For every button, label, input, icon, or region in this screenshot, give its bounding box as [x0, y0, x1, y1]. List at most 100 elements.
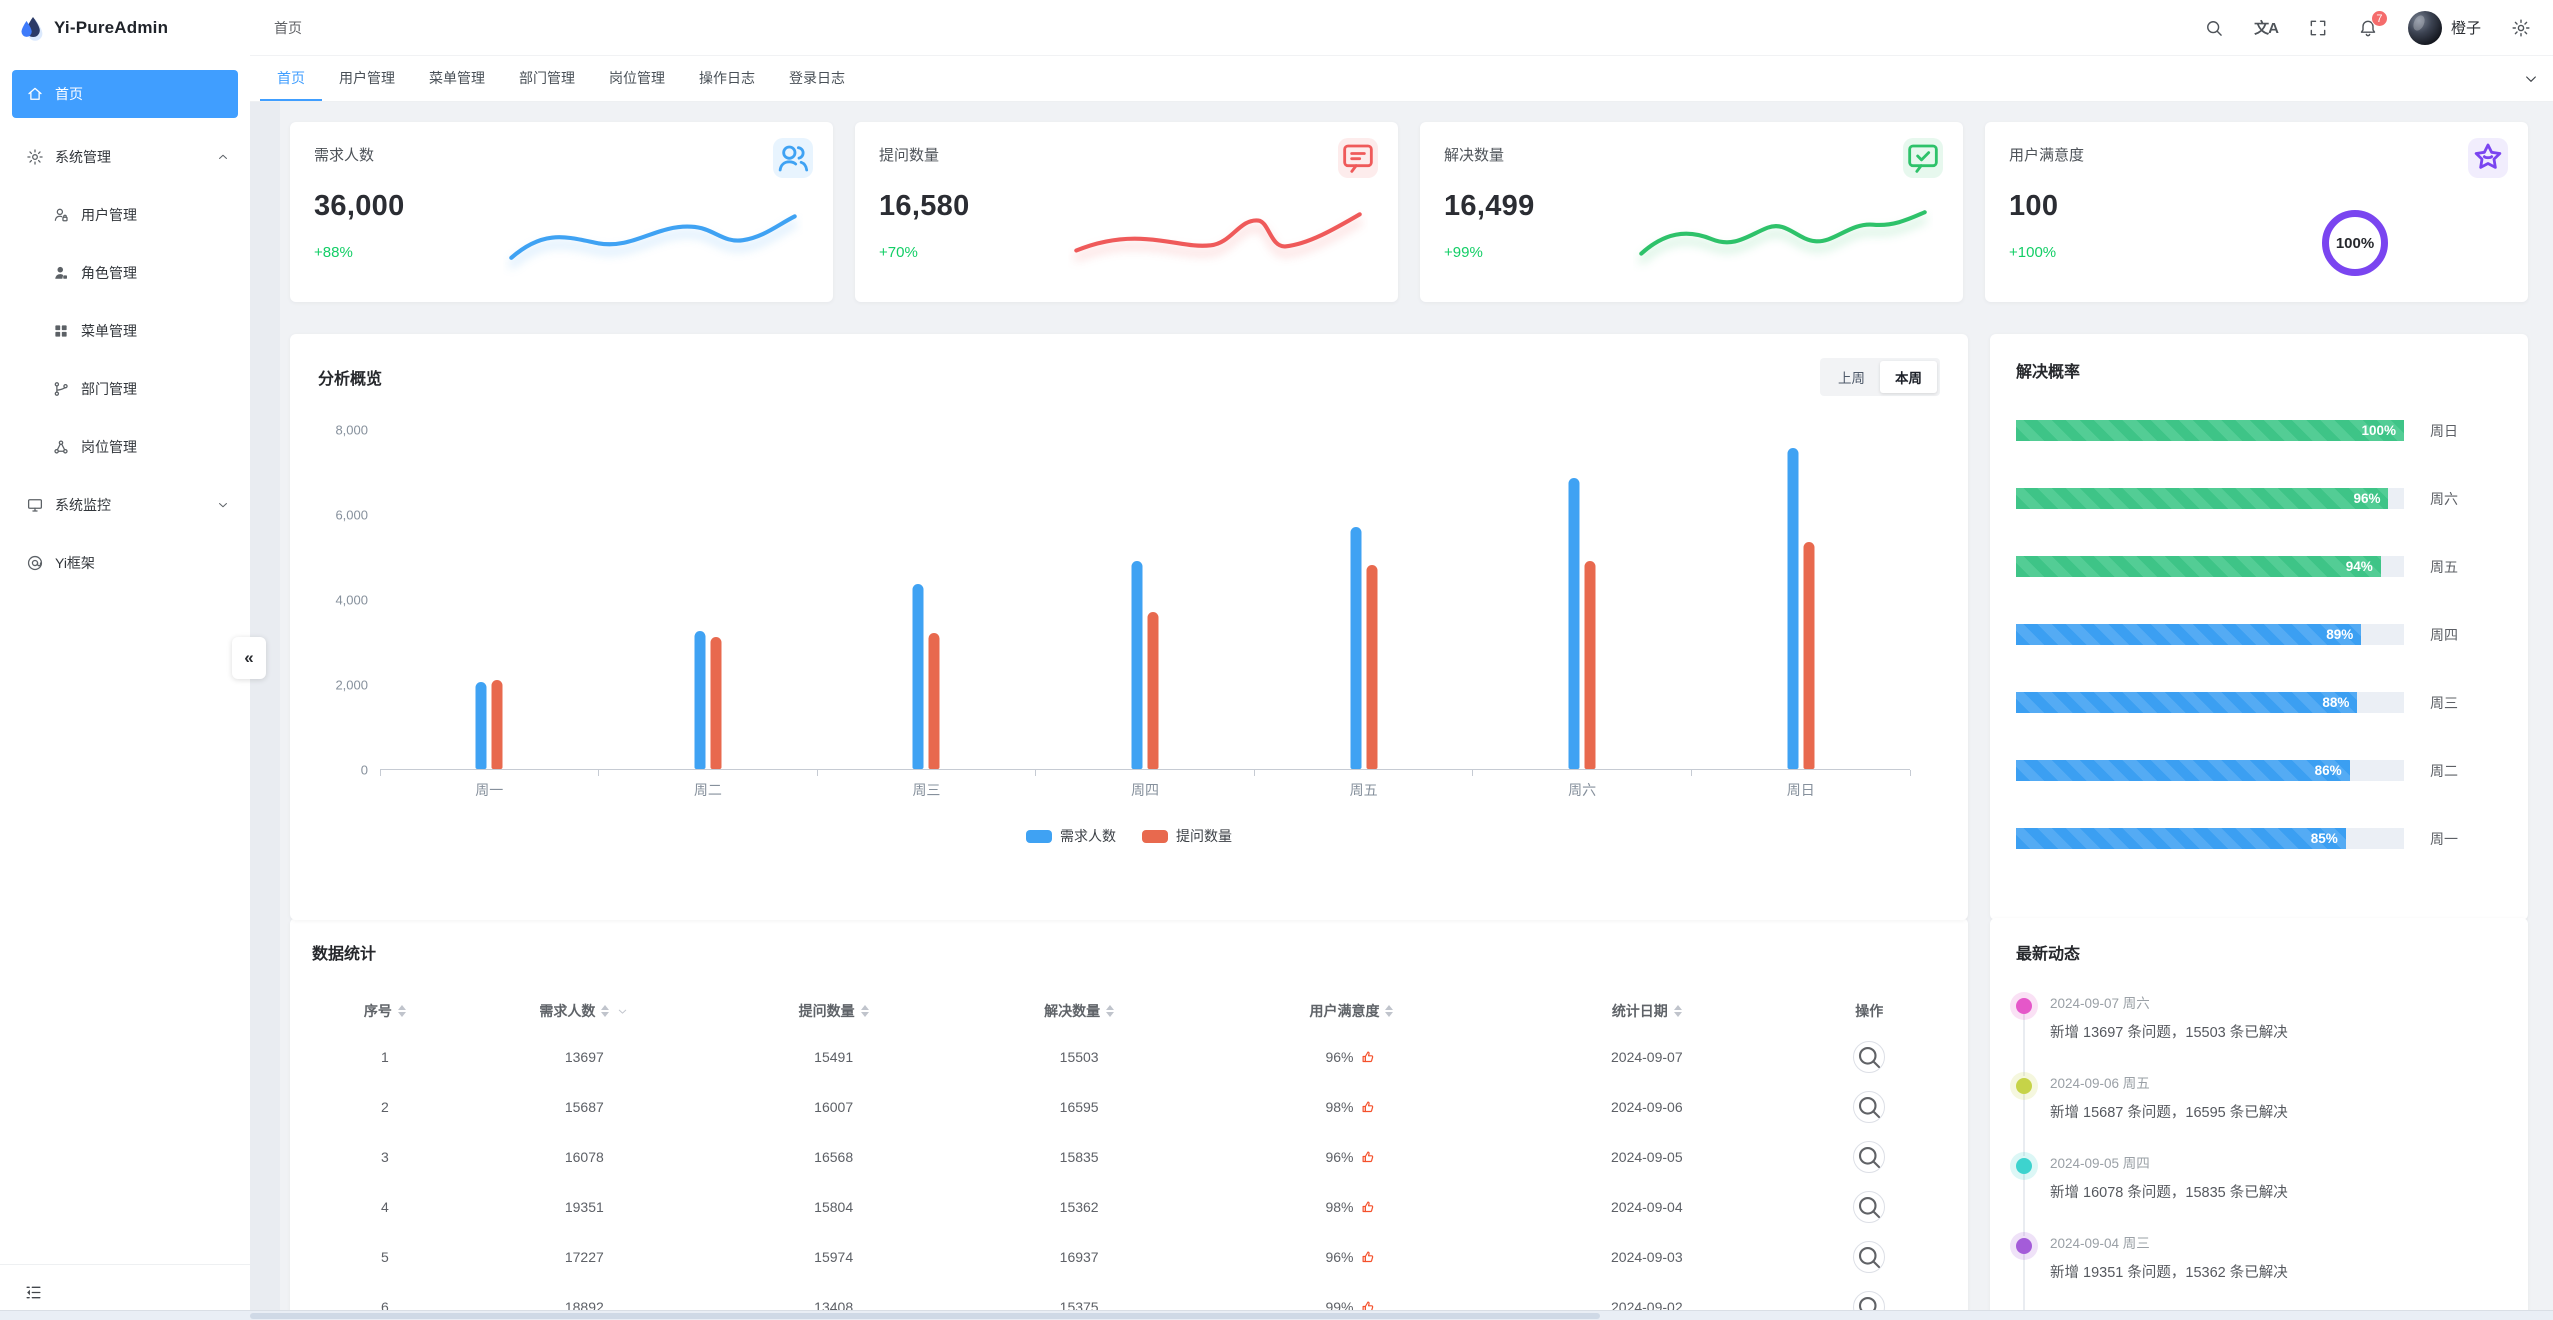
cell-satisfaction: 98% [1202, 1199, 1501, 1216]
column-header-0[interactable]: 序号 [312, 1001, 458, 1021]
progress-fill: 94% [2016, 556, 2381, 577]
stat-card-1: 提问数量 16,580 +70% [855, 122, 1398, 302]
sort-carets-icon[interactable] [1673, 1005, 1682, 1017]
sidebar-item-3[interactable]: 角色管理 [0, 244, 250, 302]
column-label: 序号 [363, 1003, 392, 1019]
timeline-item: 2024-09-06 周五 新增 15687 条问题，16595 条已解决 [2016, 1072, 2502, 1156]
tab-6[interactable]: 登录日志 [789, 69, 845, 86]
sidebar-item-8[interactable]: Yi框架 [0, 534, 250, 592]
sidebar-item-1[interactable]: 系统管理 [0, 128, 250, 186]
notification-bell-icon[interactable]: 7 [2358, 9, 2388, 38]
bar-提问数量[interactable] [1147, 612, 1159, 769]
sidebar-item-6[interactable]: 岗位管理 [0, 418, 250, 476]
tab-5[interactable]: 操作日志 [699, 69, 755, 86]
tab-3[interactable]: 部门管理 [519, 69, 575, 86]
column-header-2[interactable]: 提问数量 [711, 1001, 956, 1021]
stat-card-title: 需求人数 [314, 147, 375, 164]
horizontal-scrollbar[interactable] [0, 1310, 2553, 1320]
tab-0[interactable]: 首页 [260, 56, 322, 101]
timeline-date: 2024-09-06 周五 [2050, 1076, 2150, 1091]
sort-carets-icon[interactable] [397, 1005, 406, 1017]
week-toggle: 上周 本周 [1820, 358, 1940, 396]
progress-day-label: 周六 [2430, 490, 2458, 507]
view-detail-button[interactable] [1853, 1091, 1886, 1123]
bar-提问数量[interactable] [1584, 561, 1596, 769]
view-detail-button[interactable] [1853, 1141, 1886, 1173]
bar-需求人数[interactable] [1568, 478, 1580, 769]
view-detail-button[interactable] [1853, 1041, 1886, 1073]
column-header-5[interactable]: 统计日期 [1501, 1001, 1793, 1021]
cell-operation [1793, 1091, 1946, 1123]
sort-carets-icon[interactable] [860, 1005, 869, 1017]
sidebar-item-7[interactable]: 系统监控 [0, 476, 250, 534]
fullscreen-icon[interactable] [2308, 18, 2328, 38]
progress-day-label: 周五 [2430, 558, 2458, 575]
tab-2[interactable]: 菜单管理 [429, 69, 485, 86]
tab-more-chevron-icon[interactable] [2523, 56, 2539, 101]
legend-item-提问数量[interactable]: 提问数量 [1142, 826, 1232, 846]
progress-track: 89% [2016, 624, 2404, 645]
user-menu[interactable]: 橙子 [2407, 10, 2481, 45]
bar-需求人数[interactable] [475, 682, 487, 769]
sort-carets-icon[interactable] [601, 1005, 610, 1017]
bar-需求人数[interactable] [1787, 448, 1799, 769]
sort-carets-icon[interactable] [1106, 1005, 1115, 1017]
gear-icon [26, 148, 44, 166]
sidebar-item-5[interactable]: 部门管理 [0, 360, 250, 418]
cell-operation [1793, 1191, 1946, 1223]
breadcrumb[interactable]: 首页 [274, 19, 302, 36]
bar-提问数量[interactable] [491, 680, 503, 769]
table-row: 3 16078 16568 15835 96% 2024-09-05 [312, 1132, 1946, 1182]
bar-需求人数[interactable] [1350, 527, 1362, 769]
cell-date: 2024-09-04 [1611, 1199, 1683, 1215]
bar-需求人数[interactable] [694, 631, 706, 769]
x-tick-label: 周三 [912, 782, 941, 798]
toggle-本周[interactable]: 本周 [1880, 361, 1937, 393]
table-header-row: 序号 需求人数 提问数量 解决数量 用户满意度 统计日期 操作 [312, 990, 1946, 1032]
bar-需求人数[interactable] [1131, 561, 1143, 769]
timeline-dot [2016, 1158, 2032, 1174]
cell-solve: 16937 [1059, 1249, 1099, 1265]
tab-4[interactable]: 岗位管理 [609, 69, 665, 86]
view-detail-button[interactable] [1853, 1191, 1886, 1223]
legend-item-需求人数[interactable]: 需求人数 [1026, 826, 1116, 846]
menu-fold-icon[interactable] [24, 1283, 43, 1302]
cell-demand: 17227 [564, 1249, 604, 1265]
column-header-3[interactable]: 解决数量 [956, 1001, 1201, 1021]
bar-提问数量[interactable] [710, 637, 722, 769]
bar-提问数量[interactable] [928, 633, 940, 769]
overview-chart-card: 分析概览 上周 本周 8,000 6,000 4,000 2,000 0 周一 周二 周三 周四… [290, 334, 1968, 920]
column-header-4[interactable]: 用户满意度 [1202, 1001, 1501, 1021]
translate-icon[interactable]: 文A [2254, 20, 2279, 37]
timeline-dot [2016, 998, 2032, 1014]
progress-fill: 96% [2016, 488, 2389, 509]
progress-day-label: 周一 [2430, 830, 2458, 847]
y-tick-label: 2,000 [335, 677, 368, 693]
sort-carets-icon[interactable] [1385, 1005, 1394, 1017]
avatar [2407, 10, 2442, 45]
bar-提问数量[interactable] [1366, 565, 1378, 769]
sidebar-item-4[interactable]: 菜单管理 [0, 302, 250, 360]
column-header-6[interactable]: 操作 [1793, 1001, 1946, 1021]
settings-gear-icon[interactable] [2511, 18, 2531, 38]
x-tick-label: 周二 [693, 782, 722, 798]
view-detail-button[interactable] [1853, 1241, 1886, 1273]
bar-需求人数[interactable] [912, 584, 924, 769]
content-area: 需求人数 36,000 +88% 提问数量 16,580 +70% 解决数量 16,499 +9… [250, 102, 2553, 1320]
table-row: 4 19351 15804 15362 98% 2024-09-04 [312, 1182, 1946, 1232]
sidebar-item-2[interactable]: 用户管理 [0, 186, 250, 244]
monitor-icon [26, 496, 44, 514]
timeline-title: 最新动态 [2016, 946, 2081, 963]
bar-提问数量[interactable] [1803, 542, 1815, 769]
sidebar-item-0[interactable]: 首页 [12, 70, 238, 118]
cell-question: 15491 [814, 1049, 854, 1065]
sidebar-collapse-handle[interactable]: « [232, 637, 266, 679]
scrollbar-thumb[interactable] [250, 1313, 1600, 1319]
logo[interactable]: Yi-PureAdmin [0, 0, 250, 56]
search-icon[interactable] [2204, 18, 2224, 38]
tab-1[interactable]: 用户管理 [339, 69, 395, 86]
cell-date: 2024-09-05 [1611, 1149, 1683, 1165]
toggle-上周[interactable]: 上周 [1838, 371, 1865, 386]
filter-chevron-icon[interactable] [616, 1005, 629, 1018]
column-header-1[interactable]: 需求人数 [458, 1001, 711, 1021]
